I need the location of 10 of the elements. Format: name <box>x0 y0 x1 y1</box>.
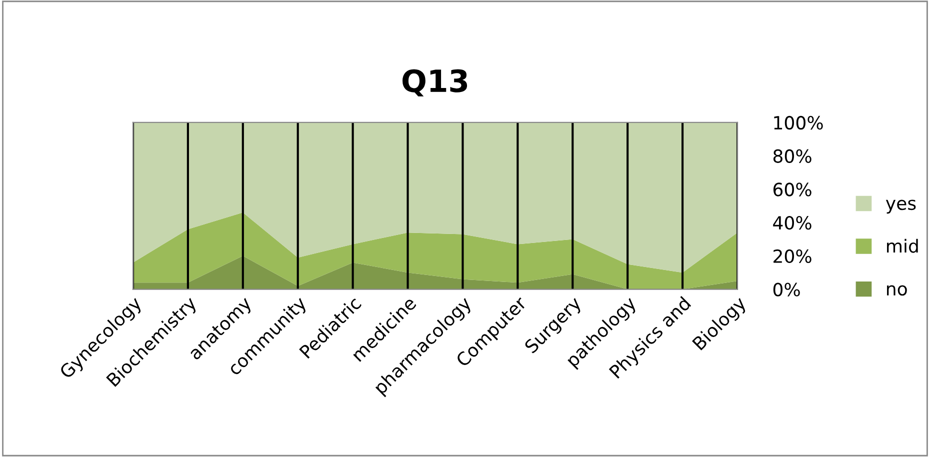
legend-label: yes <box>886 200 916 214</box>
chart-title: Q13 <box>402 69 468 96</box>
y-tick-label: 80% <box>773 149 812 163</box>
y-tick-label: 40% <box>773 216 812 230</box>
y-tick-label: 60% <box>773 182 812 196</box>
y-tick-label: 100% <box>774 116 823 130</box>
legend-label: no <box>887 285 907 296</box>
y-tick-label: 0% <box>773 282 800 296</box>
legend-label: mid <box>887 238 918 253</box>
y-tick-label: 20% <box>774 249 812 264</box>
